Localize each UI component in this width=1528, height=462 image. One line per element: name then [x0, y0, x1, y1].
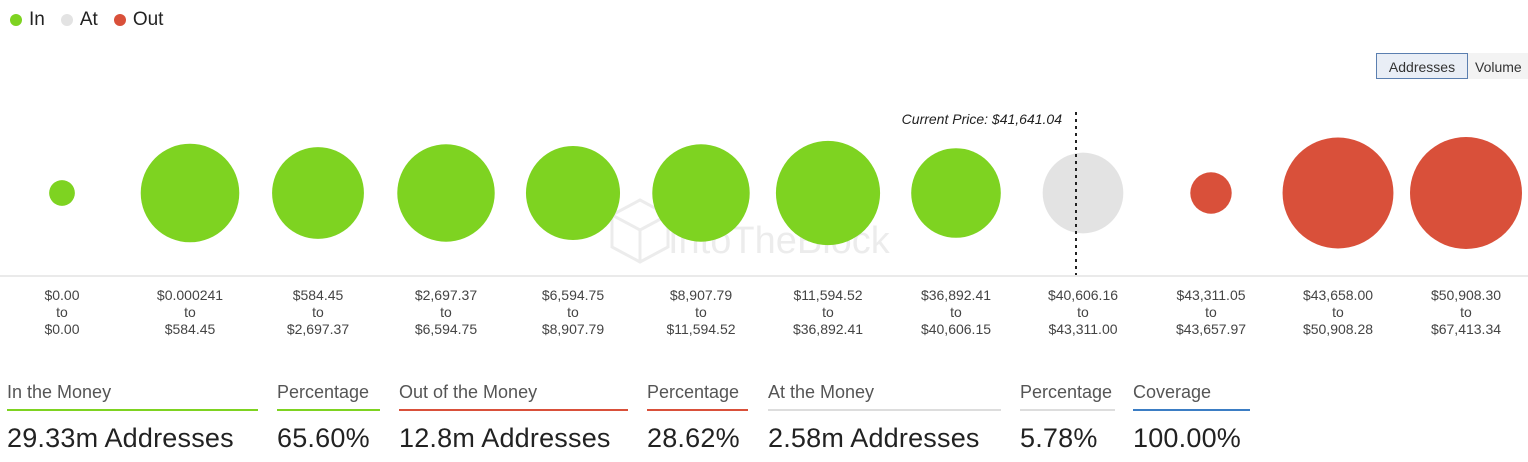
coverage-stat: Coverage 100.00%	[1133, 380, 1250, 454]
bubble-in[interactable]	[397, 144, 495, 242]
x-tick-label-to-word: to	[567, 304, 579, 320]
x-axis-labels: $0.00to$0.00$0.000241to$584.45$584.45to$…	[44, 287, 1501, 337]
out-percentage-value: 28.62%	[647, 423, 740, 453]
legend-label-out: Out	[132, 9, 164, 30]
in-out-money-chart: IntoTheBlock Current Price: $41,641.04 $…	[0, 111, 1528, 337]
chart-legend: In At Out	[10, 9, 179, 31]
x-tick-label-from: $6,594.75	[542, 287, 604, 303]
in-the-money-label: In the Money	[7, 380, 258, 411]
x-tick-label-to: $43,657.97	[1176, 321, 1246, 337]
x-tick-label-from: $11,594.52	[793, 287, 862, 303]
at-percentage-label: Percentage	[1020, 380, 1115, 411]
x-tick-label-to: $36,892.41	[793, 321, 863, 337]
at-percentage-value: 5.78%	[1020, 423, 1098, 453]
in-the-money-stat: In the Money 29.33m Addresses	[7, 380, 258, 454]
x-tick-label-to-word: to	[695, 304, 707, 320]
coverage-label: Coverage	[1133, 380, 1250, 411]
legend-dot-at	[60, 14, 73, 26]
x-tick-label-to: $6,594.75	[415, 321, 477, 337]
legend-item-at[interactable]: At	[60, 9, 98, 31]
legend-label-in: In	[29, 9, 45, 30]
in-percentage-value: 65.60%	[277, 423, 370, 453]
bubble-in[interactable]	[911, 148, 1001, 238]
x-tick-label-to-word: to	[822, 304, 834, 320]
legend-item-out[interactable]: Out	[113, 9, 164, 31]
x-tick-label-to: $2,697.37	[287, 321, 349, 337]
x-tick-label-to: $40,606.15	[921, 321, 991, 337]
bubble-out[interactable]	[1282, 137, 1394, 249]
out-percentage-stat: Percentage 28.62%	[647, 380, 748, 454]
bubble-in[interactable]	[525, 145, 621, 241]
out-of-the-money-stat: Out of the Money 12.8m Addresses	[399, 380, 628, 454]
x-tick-label-to-word: to	[1205, 304, 1217, 320]
out-of-the-money-value: 12.8m Addresses	[399, 423, 611, 453]
legend-label-at: At	[79, 9, 98, 30]
bubble-out[interactable]	[1410, 137, 1522, 249]
at-the-money-label: At the Money	[768, 380, 1001, 411]
x-tick-label-from: $36,892.41	[921, 287, 991, 303]
x-tick-label-to: $50,908.28	[1303, 321, 1373, 337]
x-tick-label-to: $67,413.34	[1431, 321, 1501, 337]
bubble-in[interactable]	[49, 180, 75, 206]
x-tick-label-to-word: to	[1460, 304, 1472, 320]
at-the-money-stat: At the Money 2.58m Addresses	[768, 380, 1001, 454]
x-tick-label-from: $0.000241	[157, 287, 223, 303]
addresses-toggle-button[interactable]: Addresses	[1376, 53, 1468, 79]
at-the-money-value: 2.58m Addresses	[768, 423, 980, 453]
metric-toggle: Addresses Volume	[1376, 53, 1528, 79]
x-tick-label-to: $584.45	[165, 321, 216, 337]
bubble-out[interactable]	[1190, 172, 1232, 214]
out-percentage-label: Percentage	[647, 380, 748, 411]
bubble-in[interactable]	[775, 140, 881, 246]
bubble-in[interactable]	[652, 144, 750, 242]
x-tick-label-from: $43,658.00	[1303, 287, 1373, 303]
volume-toggle-button[interactable]: Volume	[1468, 53, 1528, 79]
x-tick-label-from: $2,697.37	[415, 287, 477, 303]
at-percentage-stat: Percentage 5.78%	[1020, 380, 1115, 454]
in-percentage-stat: Percentage 65.60%	[277, 380, 380, 454]
x-tick-label-to-word: to	[56, 304, 68, 320]
watermark-cube-icon	[610, 198, 670, 264]
legend-dot-in	[10, 14, 22, 26]
x-tick-label-to: $11,594.52	[666, 321, 735, 337]
x-tick-label-from: $584.45	[293, 287, 344, 303]
out-of-the-money-label: Out of the Money	[399, 380, 628, 411]
x-tick-label-from: $43,311.05	[1176, 287, 1245, 303]
x-tick-label-to-word: to	[312, 304, 324, 320]
x-tick-label-to-word: to	[184, 304, 196, 320]
in-the-money-value: 29.33m Addresses	[7, 423, 234, 453]
summary-stats: In the Money 29.33m Addresses Percentage 65…	[0, 380, 1528, 462]
x-tick-label-from: $0.00	[44, 287, 79, 303]
x-tick-label-to-word: to	[950, 304, 962, 320]
x-tick-label-to: $0.00	[44, 321, 79, 337]
bubble-in[interactable]	[140, 143, 240, 243]
x-tick-label-to-word: to	[440, 304, 452, 320]
legend-dot-out	[113, 14, 126, 26]
x-tick-label-to: $43,311.00	[1048, 321, 1117, 337]
x-tick-label-to-word: to	[1077, 304, 1089, 320]
x-tick-label-from: $8,907.79	[670, 287, 732, 303]
x-tick-label-to-word: to	[1332, 304, 1344, 320]
coverage-value: 100.00%	[1133, 423, 1241, 453]
x-tick-label-from: $50,908.30	[1431, 287, 1501, 303]
bubble-at[interactable]	[1042, 152, 1124, 234]
current-price-label: Current Price: $41,641.04	[902, 111, 1063, 127]
x-tick-label-from: $40,606.16	[1048, 287, 1118, 303]
bubble-series	[49, 137, 1522, 249]
bubble-in[interactable]	[272, 147, 364, 239]
legend-item-in[interactable]: In	[10, 9, 45, 31]
in-percentage-label: Percentage	[277, 380, 380, 411]
x-tick-label-to: $8,907.79	[542, 321, 604, 337]
